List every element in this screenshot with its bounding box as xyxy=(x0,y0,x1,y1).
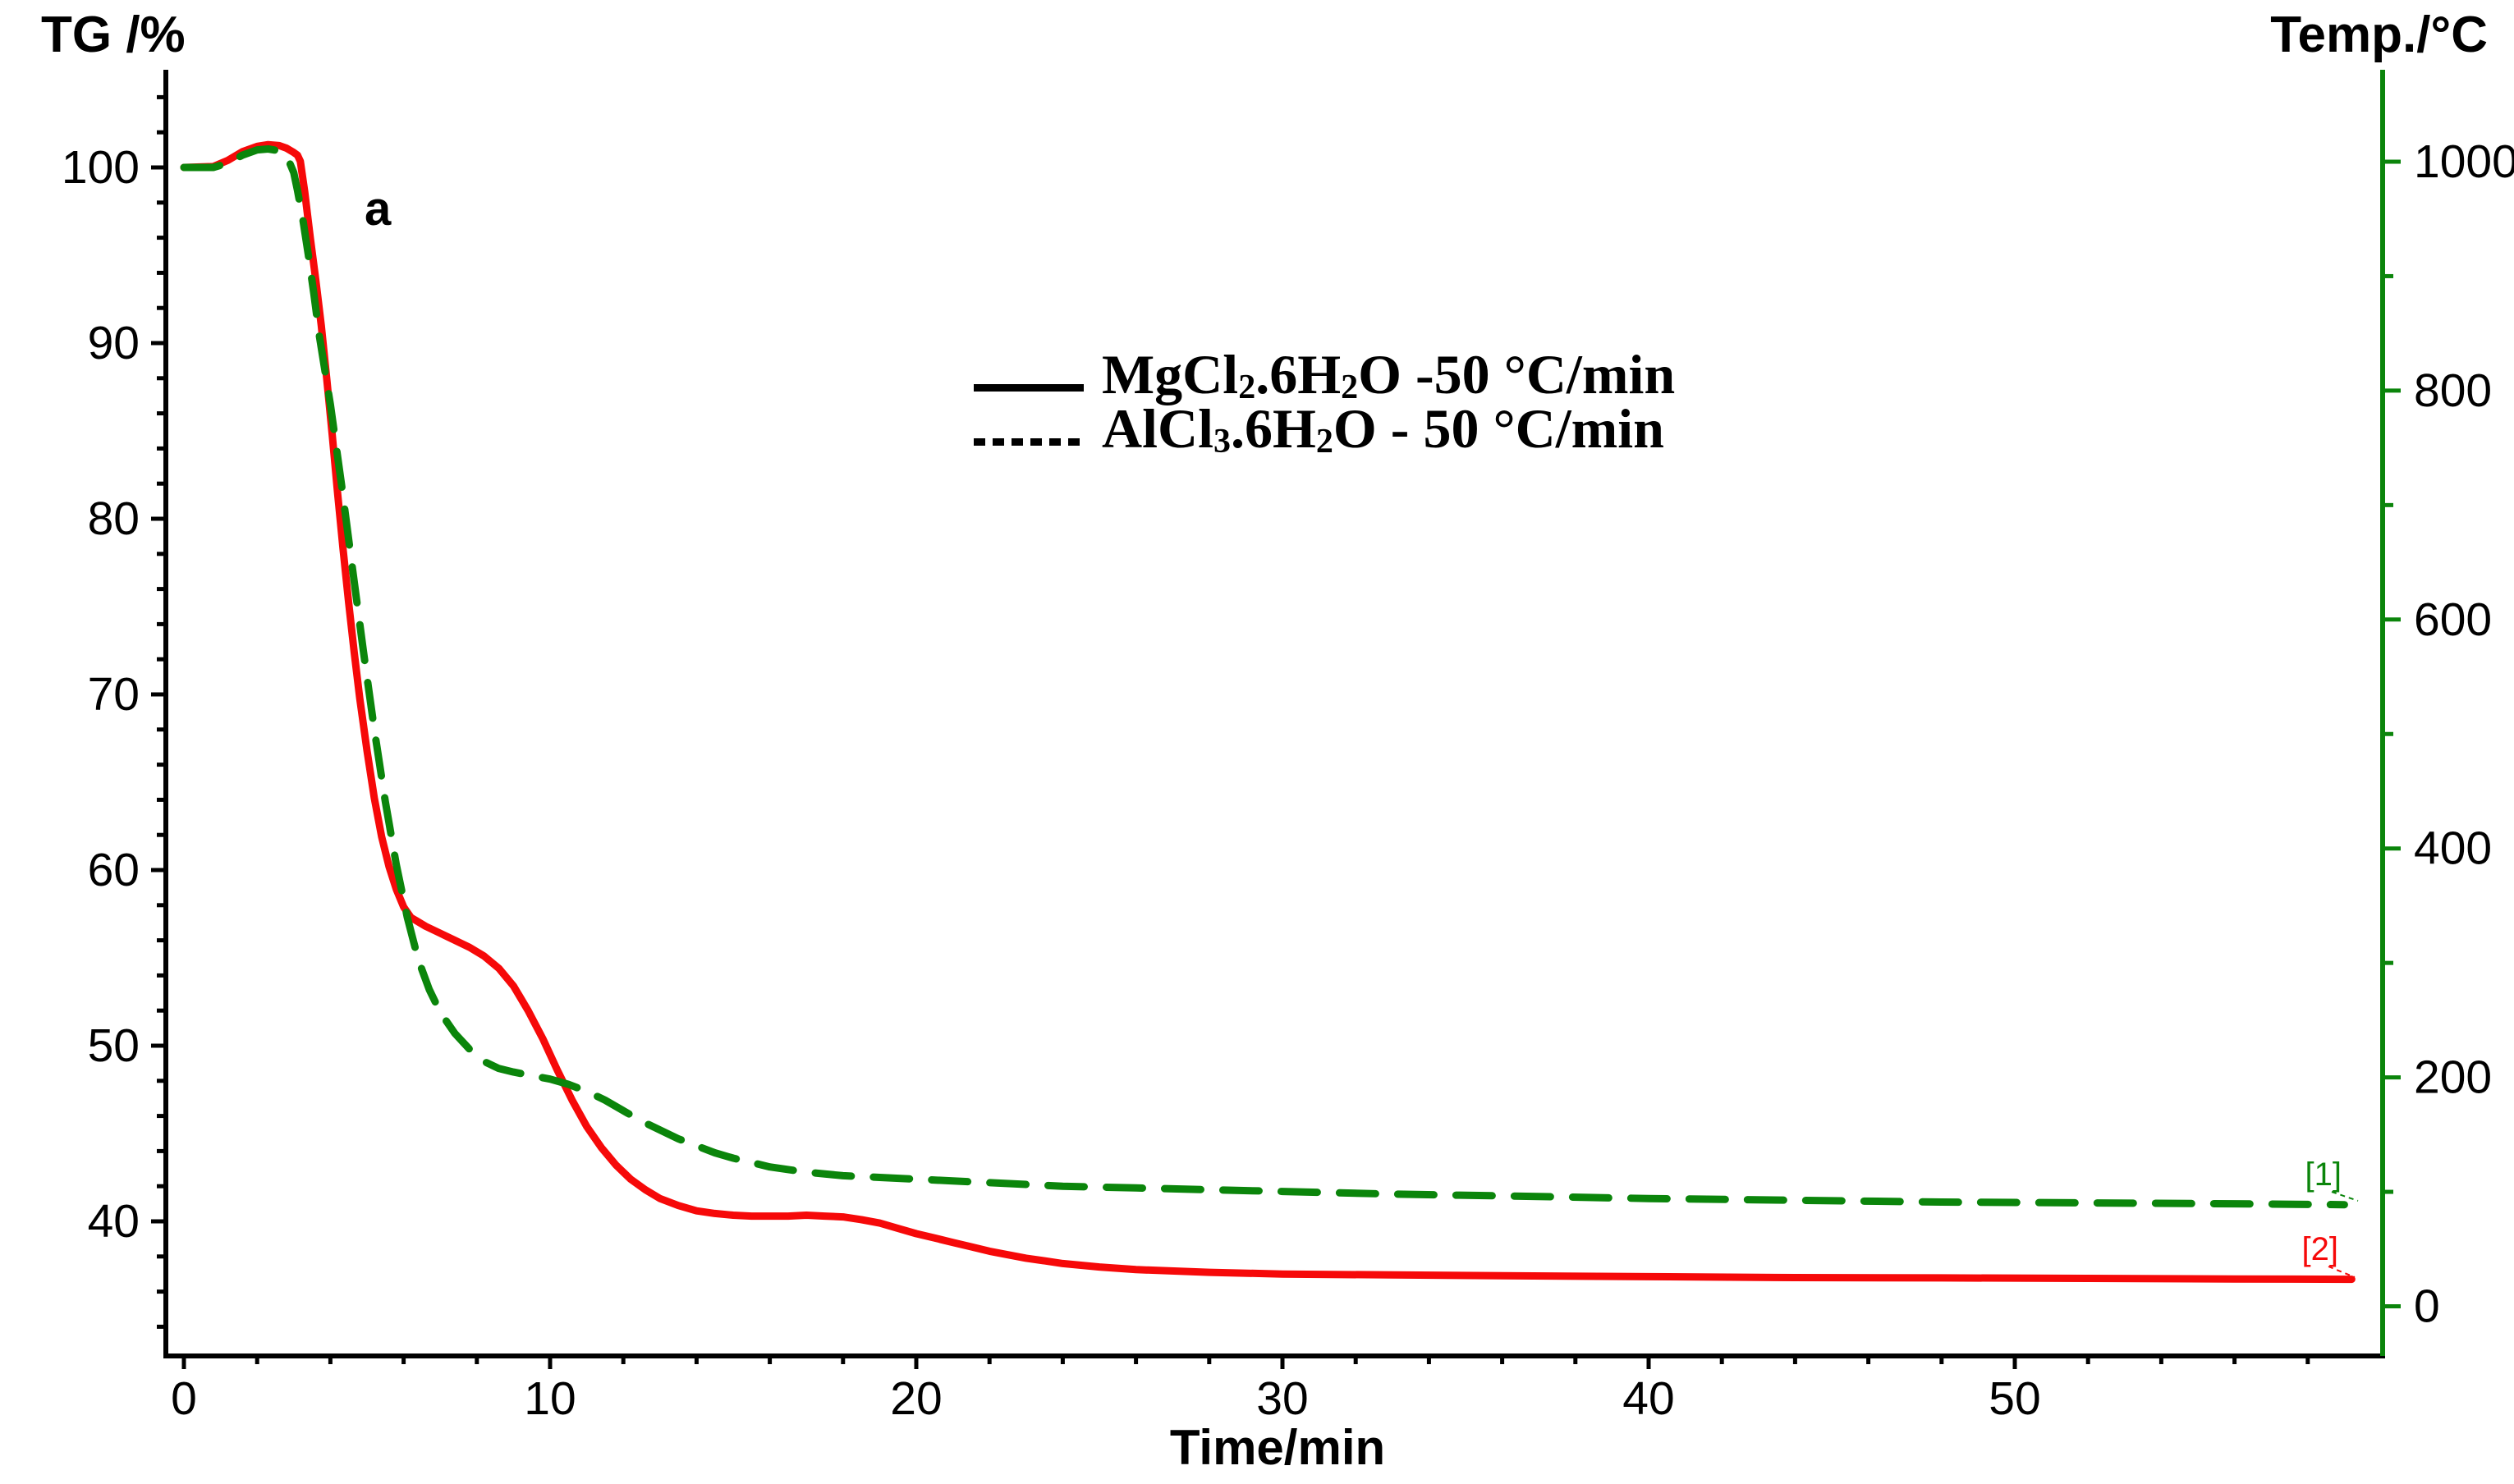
tg-axis-title: TG /% xyxy=(41,7,186,63)
temp-axis-ticks: 1000 800 600 400 200 0 xyxy=(2383,135,2514,1333)
legend-entry-dashed: AlCl3.6H2O - 50 °C/min xyxy=(974,397,1664,460)
legend-entry-label: MgCl2.6H2O -50 °C/min xyxy=(1102,343,1676,406)
time-tick-label: 10 xyxy=(524,1372,576,1425)
temp-tick-label: 400 xyxy=(2414,822,2492,875)
time-tick-label: 20 xyxy=(890,1372,942,1425)
time-tick-label: 40 xyxy=(1622,1372,1674,1425)
time-tick-label: 0 xyxy=(171,1372,197,1425)
tg-tick-label: 90 xyxy=(88,317,140,369)
curve-marker-leader xyxy=(2331,1191,2359,1202)
time-tick-label: 50 xyxy=(1989,1372,2040,1425)
tg-tick-label: 70 xyxy=(88,668,140,721)
legend-solid-line-swatch xyxy=(974,384,1084,392)
time-axis-ticks: 0 10 20 30 40 50 xyxy=(171,1356,2310,1425)
x-axis-title: Time/min xyxy=(1169,1420,1386,1475)
curve-marker-label: [1] xyxy=(2305,1157,2342,1193)
curve-marker-leader xyxy=(2328,1266,2356,1278)
tg-tick-label: 80 xyxy=(88,492,140,545)
temp-axis-title: Temp./°C xyxy=(2270,7,2488,63)
legend-entry-label: AlCl3.6H2O - 50 °C/min xyxy=(1102,397,1664,460)
curve-marker-label: [2] xyxy=(2302,1231,2338,1267)
legend-entry-solid: MgCl2.6H2O -50 °C/min xyxy=(974,343,1676,406)
tg-tick-label: 40 xyxy=(88,1195,140,1248)
temp-tick-label: 200 xyxy=(2414,1051,2492,1104)
temp-tick-label: 600 xyxy=(2414,593,2492,646)
time-tick-label: 30 xyxy=(1256,1372,1308,1425)
tg-axis-ticks: 100 90 80 70 60 50 40 xyxy=(62,94,166,1329)
legend-dashed-line-swatch xyxy=(974,438,1084,446)
panel-label: a xyxy=(365,182,392,236)
temp-tick-label: 800 xyxy=(2414,364,2492,417)
alcl3-tg-curve xyxy=(180,145,2348,1209)
temp-tick-label: 0 xyxy=(2414,1280,2440,1333)
tg-tick-label: 50 xyxy=(88,1019,140,1072)
temp-tick-label: 1000 xyxy=(2414,135,2514,188)
mgcl2-tg-curve xyxy=(180,140,2356,1284)
tg-tick-label: 100 xyxy=(62,141,140,194)
tg-tick-label: 60 xyxy=(88,844,140,896)
axes xyxy=(163,70,2385,1358)
